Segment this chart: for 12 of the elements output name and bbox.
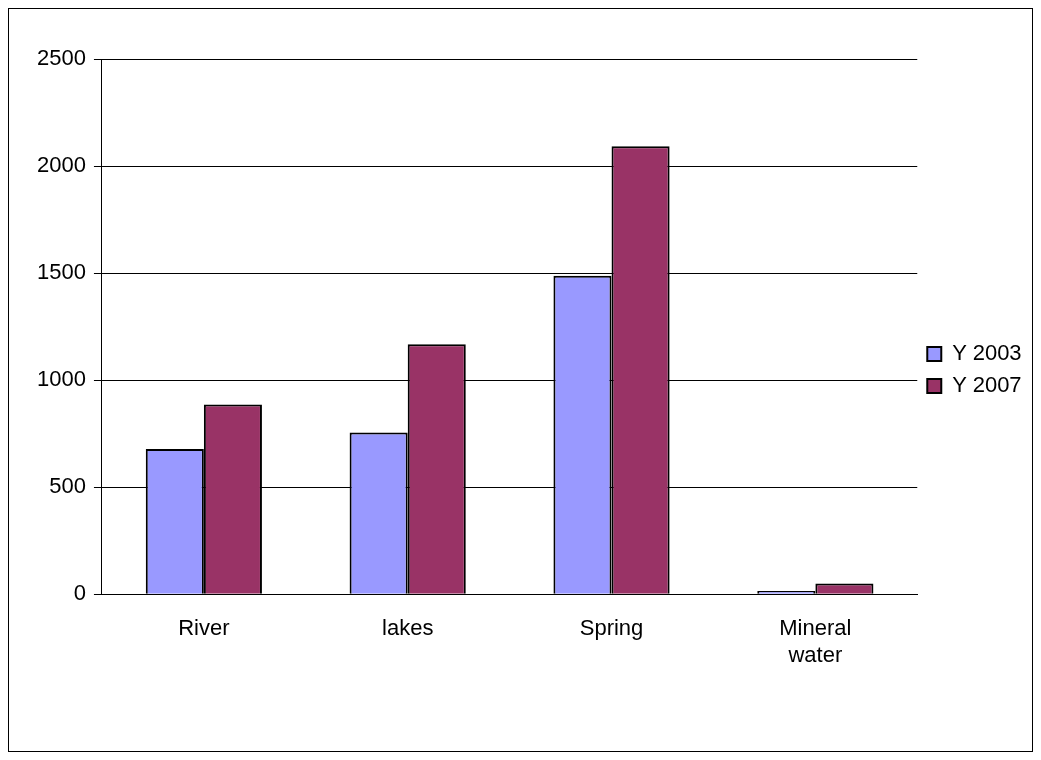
x-tick-label: Spring: [579, 615, 644, 641]
x-tick-label: Mineral water: [779, 615, 852, 667]
y-tick-label: 1500: [36, 259, 86, 285]
y-tick-label: 2500: [36, 45, 86, 71]
x-tick-label: lakes: [382, 615, 434, 641]
y-tick-label: 500: [49, 473, 86, 499]
x-tick-label: River: [178, 615, 230, 641]
legend-label: Y 2003: [952, 340, 1022, 366]
y-tick-label: 1000: [36, 366, 86, 392]
y-tick-label: 0: [73, 580, 86, 606]
y-tick-label: 2000: [36, 152, 86, 178]
legend-label: Y 2007: [952, 372, 1022, 398]
